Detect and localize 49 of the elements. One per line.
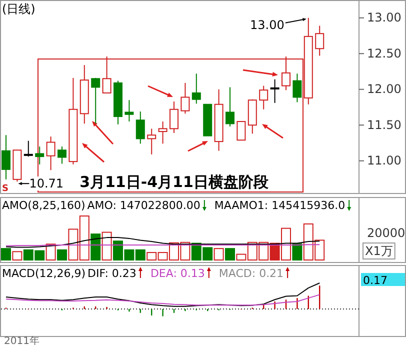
candlestick	[236, 121, 246, 141]
bar	[225, 248, 235, 260]
annotation: 3月11日-4月11日横盘阶段	[80, 173, 270, 191]
text: 2011年	[4, 335, 40, 345]
annotation: 10.71	[29, 176, 64, 191]
bar	[214, 248, 224, 260]
y-tick-label: 13.00	[367, 10, 402, 25]
candlestick	[24, 140, 33, 158]
text: MACD: 0.21	[218, 267, 284, 280]
candlestick	[270, 78, 280, 104]
candlestick	[259, 85, 268, 110]
text: DIF: 0.23	[88, 267, 136, 280]
candlestick	[124, 100, 134, 122]
bar	[90, 234, 101, 260]
y-tick-label: 11.50	[367, 118, 402, 132]
bar	[102, 232, 112, 260]
y-tick-label: 12.00	[367, 82, 402, 96]
bar	[1, 248, 11, 260]
bar	[57, 249, 67, 260]
text: MACD(12,26,9)	[2, 267, 86, 280]
y-axis-title: X1万	[365, 244, 393, 258]
y-tick-label: 11.00	[367, 154, 402, 168]
text: AMO: 147022800.00	[87, 199, 200, 212]
bar	[12, 251, 22, 260]
text: 20000	[367, 226, 406, 240]
text: 0.17	[363, 274, 388, 287]
bar	[292, 243, 302, 260]
annotation: 13.00	[250, 18, 284, 32]
candlestick	[58, 146, 66, 164]
candlestick	[282, 56, 290, 91]
chart-title: (日线)	[2, 2, 36, 16]
candlestick	[180, 82, 190, 114]
candlestick	[35, 146, 44, 165]
candlestick	[315, 25, 324, 56]
candlestick	[2, 134, 10, 180]
candlestick	[170, 101, 178, 134]
text: MAAMO1: 145415936.0	[214, 199, 346, 212]
annotation: S	[2, 184, 8, 194]
candlestick	[46, 136, 56, 171]
candlestick	[136, 111, 145, 144]
candlestick	[292, 73, 302, 103]
text: DEA: 0.13	[150, 267, 205, 280]
y-tick-label: 12.50	[367, 46, 402, 60]
candlestick	[192, 73, 201, 104]
candlestick	[226, 86, 234, 128]
candlestick	[158, 121, 168, 144]
text: AMO(8,25,160)	[2, 199, 86, 212]
candlestick	[147, 128, 156, 155]
candlestick	[102, 56, 112, 94]
